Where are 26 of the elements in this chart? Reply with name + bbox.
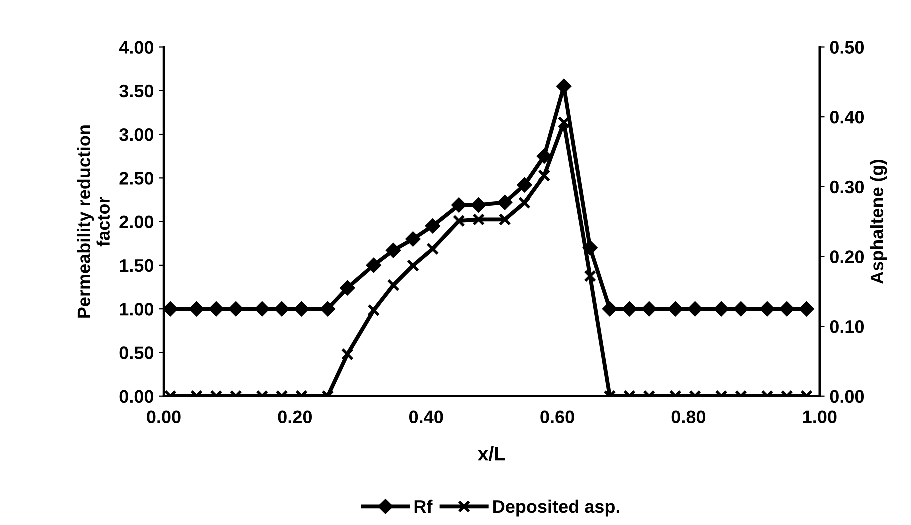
y2-tick-label: 0.40 [830, 111, 864, 124]
legend-label: Deposited asp. [494, 500, 620, 517]
y-axis-title: Permeability reduction factor [77, 126, 110, 318]
y-tick-label: 2.50 [120, 172, 154, 185]
x-tick-label: 0.80 [672, 410, 706, 424]
y-tick-label: 1.00 [120, 303, 154, 316]
legend-label: Rf [414, 500, 433, 513]
y2-tick-label: 0.20 [830, 250, 864, 264]
y-tick-label: 3.00 [120, 128, 154, 142]
x-axis-title: x/L [478, 446, 506, 462]
x-tick-label: 0.40 [409, 410, 444, 424]
y-tick-label: 0.50 [120, 346, 154, 360]
y2-tick-label: 0.30 [830, 180, 864, 194]
x-tick-label: 0.00 [147, 410, 181, 424]
y-tick-label: 2.00 [120, 216, 154, 229]
y2-tick-label: 0.00 [830, 390, 864, 404]
y2-axis-title: Asphaltene (g) [870, 160, 888, 284]
x-tick-label: 1.00 [803, 410, 837, 424]
y-tick-label: 4.00 [119, 41, 154, 54]
y2-tick-label: 0.50 [830, 41, 864, 54]
y-tick-label: 1.50 [120, 259, 154, 272]
x-tick-label: 0.20 [278, 410, 312, 424]
y-tick-label: 3.50 [120, 84, 154, 98]
y2-tick-label: 0.10 [830, 320, 864, 334]
x-tick-label: 0.60 [540, 410, 574, 424]
y-tick-label: 0.00 [120, 390, 154, 404]
